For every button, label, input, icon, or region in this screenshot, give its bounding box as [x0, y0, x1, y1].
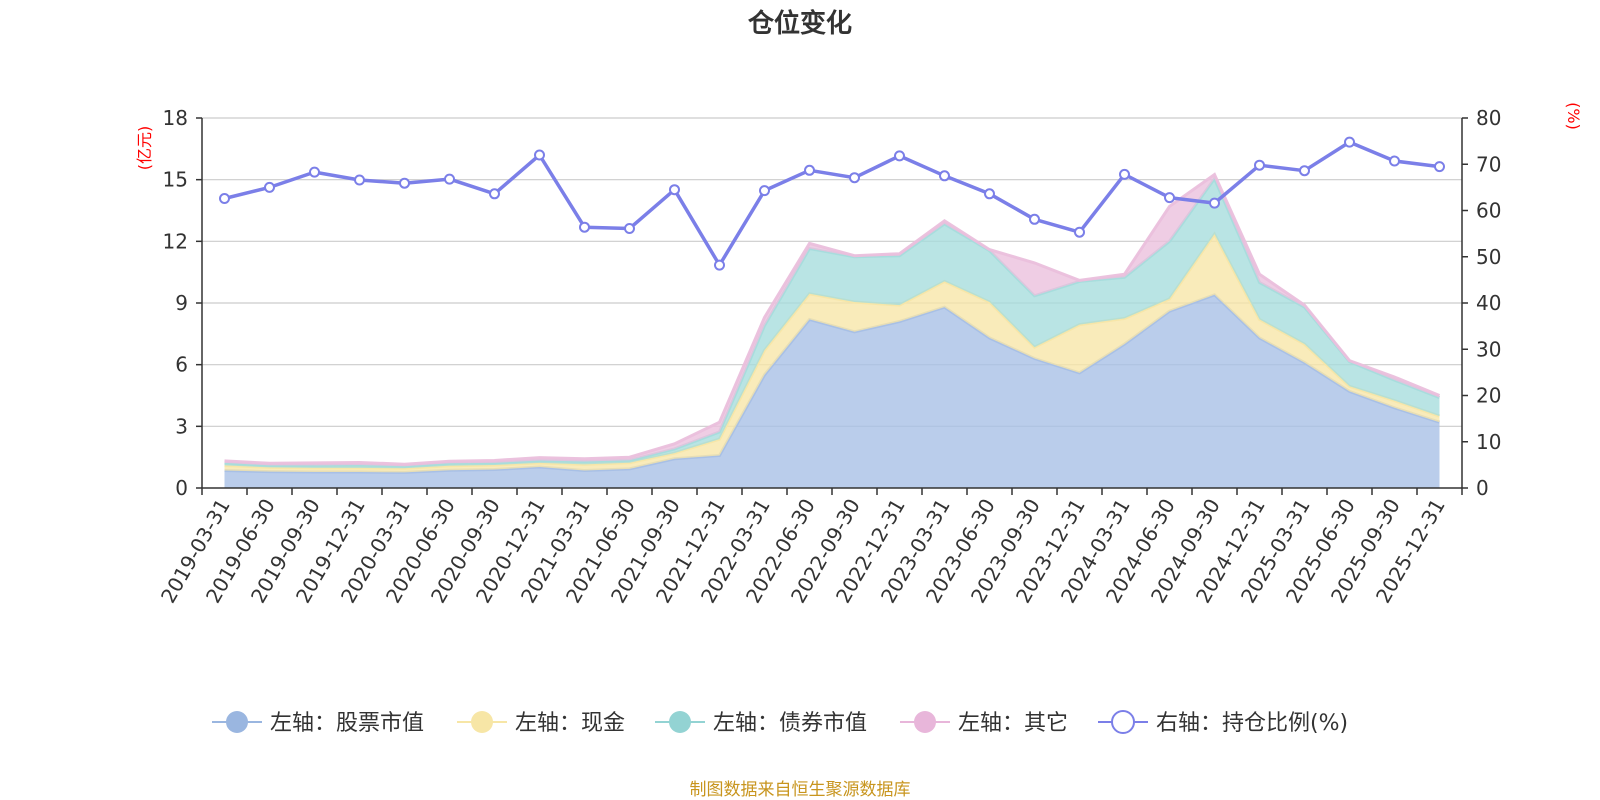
legend: 左轴：股票市值 左轴：现金 左轴：债券市值 左轴：其它 右轴：持仓比例(%)	[212, 710, 1348, 736]
legend-circle-icon	[471, 711, 493, 733]
left-tick-label: 18	[163, 106, 188, 130]
ratio-point	[849, 172, 860, 184]
ratio-point	[444, 173, 455, 185]
left-tick-label: 9	[175, 291, 188, 315]
ratio-point	[624, 223, 635, 234]
chart-title: 仓位变化	[747, 8, 852, 39]
right-tick-label: 10	[1476, 430, 1501, 454]
ratio-point	[1299, 165, 1310, 177]
right-tick-label: 30	[1476, 337, 1501, 361]
data-source-note: 制图数据来自恒生聚源数据库	[690, 780, 911, 800]
stacked-areas	[224, 172, 1441, 488]
legend-item-1[interactable]: 左轴：股票市值	[212, 711, 424, 736]
left-axis-unit: (亿元)	[135, 126, 154, 171]
ratio-point	[984, 188, 995, 200]
right-tick-label: 40	[1476, 291, 1501, 315]
legend-circle-icon	[226, 711, 248, 733]
left-tick-label: 6	[175, 353, 188, 377]
legend-label: 左轴：现金	[515, 711, 625, 736]
ratio-point	[1344, 136, 1355, 148]
ratio-point	[1074, 226, 1085, 238]
right-tick-label: 70	[1476, 152, 1501, 176]
legend-label: 左轴：股票市值	[270, 711, 424, 736]
legend-label: 右轴：持仓比例(%)	[1156, 711, 1348, 736]
right-tick-label: 20	[1476, 384, 1501, 408]
legend-label: 左轴：债券市值	[713, 711, 867, 736]
ratio-point	[669, 184, 680, 196]
legend-item-2[interactable]: 左轴：现金	[457, 711, 625, 736]
ratio-point	[354, 174, 365, 186]
legend-label: 左轴：其它	[958, 711, 1068, 736]
left-tick-label: 3	[175, 414, 188, 438]
legend-item-3[interactable]: 左轴：债券市值	[655, 711, 867, 736]
legend-item-5[interactable]: 右轴：持仓比例(%)	[1098, 710, 1348, 736]
right-tick-label: 0	[1476, 476, 1489, 500]
ratio-point	[759, 185, 770, 197]
ratio-point	[399, 177, 410, 189]
area-series-1	[224, 294, 1440, 488]
left-tick-label: 12	[163, 229, 188, 253]
ratio-point	[1254, 159, 1265, 171]
ratio-point	[1164, 192, 1175, 204]
ratio-point	[489, 188, 500, 200]
legend-circle-icon	[669, 711, 691, 733]
legend-circle-icon	[914, 711, 936, 733]
legend-item-4[interactable]: 左轴：其它	[900, 711, 1068, 736]
right-tick-label: 80	[1476, 106, 1501, 130]
ratio-point	[219, 193, 230, 204]
ratio-point	[534, 149, 545, 161]
ratio-point	[1389, 155, 1400, 167]
ratio-point	[1434, 161, 1445, 173]
ratio-point	[939, 170, 950, 182]
area-edge-series-4	[224, 172, 1441, 466]
ratio-line-path	[224, 140, 1440, 267]
right-tick-label: 50	[1476, 245, 1501, 269]
ratio-point	[894, 150, 905, 162]
left-tick-label: 15	[163, 168, 188, 192]
ratio-point	[1029, 213, 1040, 225]
right-tick-label: 60	[1476, 199, 1501, 223]
ratio-point	[309, 166, 320, 178]
right-axis-unit: (%)	[1564, 102, 1583, 130]
ratio-point	[1209, 197, 1220, 209]
ratio-point	[714, 259, 725, 271]
legend-hollow-circle-icon	[1111, 710, 1135, 734]
ratio-point	[579, 221, 590, 233]
ratio-point	[264, 181, 275, 193]
ratio-point	[804, 164, 815, 176]
position-ratio-line	[219, 136, 1445, 271]
ratio-point	[1119, 168, 1130, 180]
area-edge-series-1	[224, 293, 1440, 474]
left-tick-label: 0	[175, 476, 188, 500]
